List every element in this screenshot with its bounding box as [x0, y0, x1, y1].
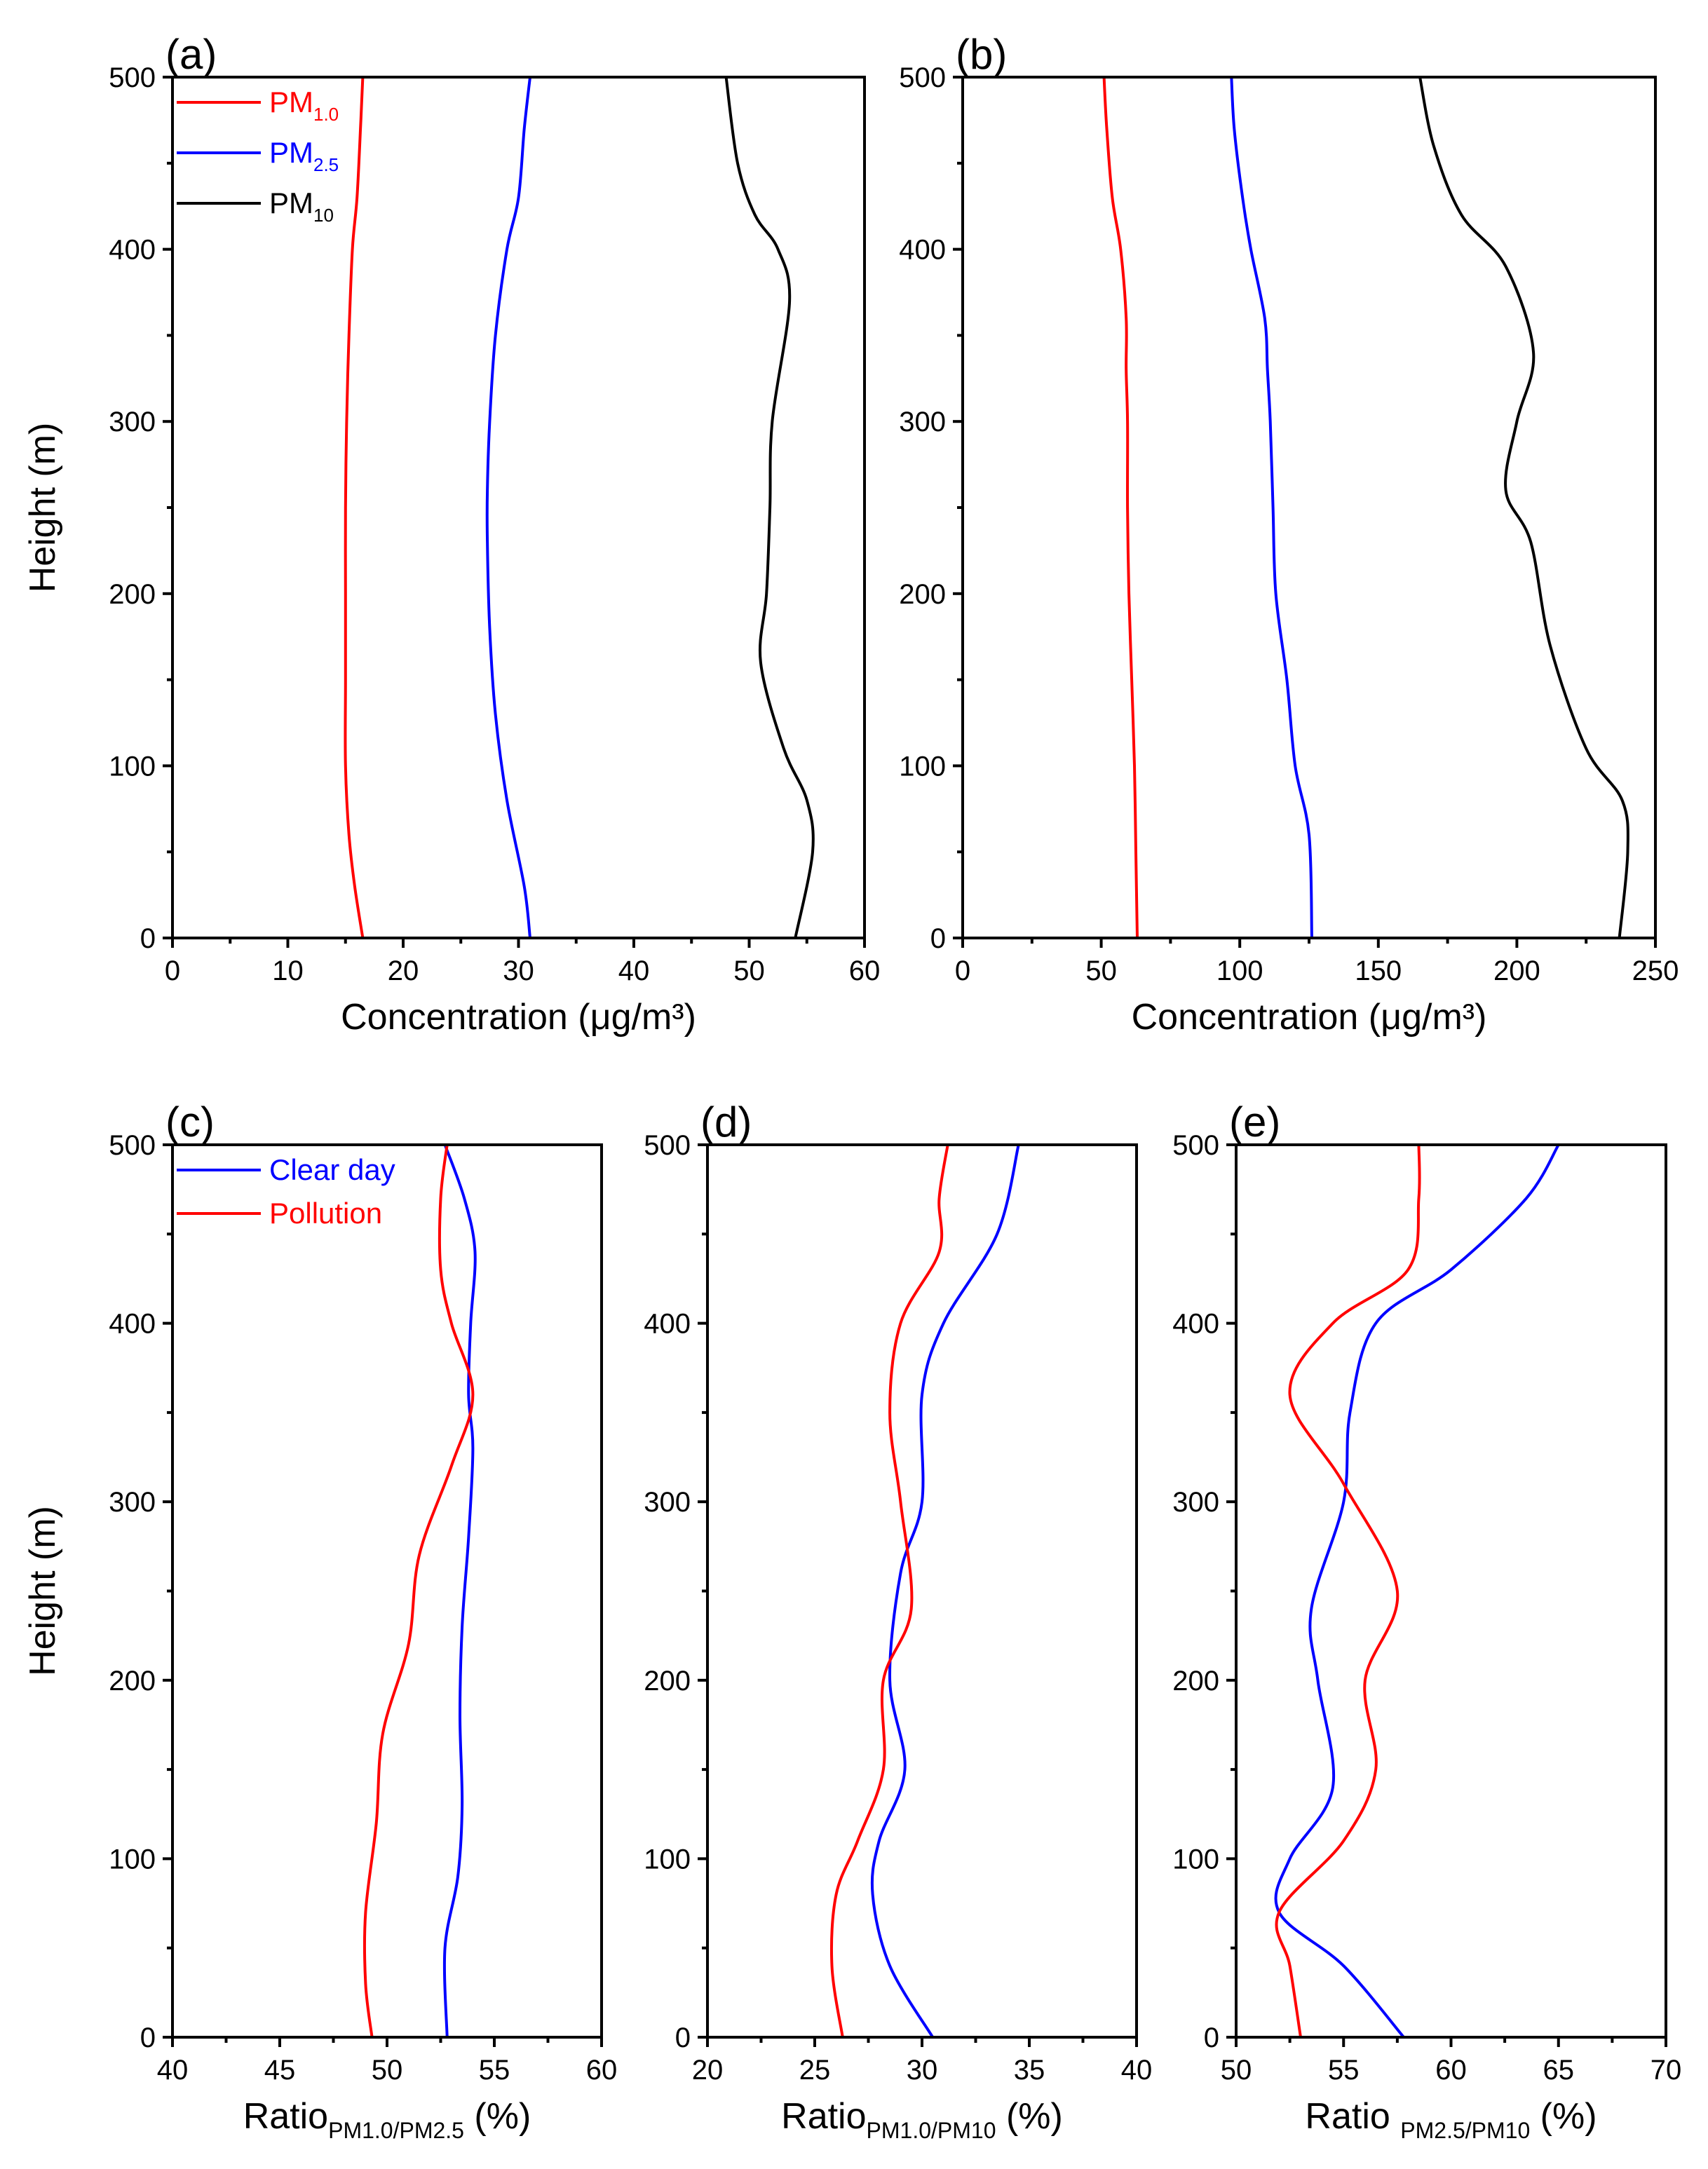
x-tick-label-c: 60 [586, 2055, 618, 2086]
legend-label-c-1: Pollution [269, 1197, 382, 1230]
x-tick-label-c: 40 [157, 2055, 189, 2086]
x-tick-label-b: 200 [1493, 956, 1540, 986]
x-tick-label-b: 100 [1216, 956, 1263, 986]
series-line-d-1 [829, 1143, 949, 2039]
series-line-c-1 [362, 1143, 475, 2039]
x-tick-label-b: 150 [1355, 956, 1402, 986]
legend-label-a-1: PM2.5 [269, 136, 339, 175]
y-tick-label-d: 100 [644, 1844, 691, 1875]
x-tick-label-e: 50 [1221, 2055, 1252, 2086]
panel-a: 0 10 20 30 40 50 60 0 100 200 300 400 500 (a) Concentr… [22, 31, 880, 1038]
legend-label-a-0: PM1.0 [269, 86, 339, 125]
x-tick-label-d: 35 [1014, 2055, 1045, 2086]
plot-frame-e [1235, 1143, 1667, 2039]
x-axis-label-b: Concentration (μg/m³) [1132, 997, 1487, 1038]
y-tick-label-b: 500 [899, 62, 946, 93]
x-tick-label-e: 65 [1543, 2055, 1575, 2086]
y-tick-label-c: 0 [140, 2022, 156, 2053]
x-axis-label-d: RatioPM1.0/PM10 (%) [781, 2096, 1063, 2143]
x-tick-label-c: 45 [264, 2055, 296, 2086]
y-tick-label-b: 200 [899, 579, 946, 610]
y-tick-label-e: 400 [1172, 1309, 1219, 1340]
x-tick-label-d: 40 [1121, 2055, 1153, 2086]
series-line-b-2 [1418, 76, 1629, 939]
x-tick-label-b: 250 [1632, 956, 1679, 986]
plot-frame-d [706, 1143, 1138, 2039]
panel-label-d: (d) [700, 1099, 752, 1145]
panel-label-e: (e) [1229, 1099, 1280, 1145]
x-tick-label-a: 10 [272, 956, 304, 986]
series-line-e-0 [1274, 1143, 1560, 2039]
y-axis-label-c: Height (m) [22, 1506, 63, 1676]
x-tick-label-d: 25 [799, 2055, 831, 2086]
plot-frame-b [961, 76, 1657, 939]
y-tick-label-b: 100 [899, 751, 946, 782]
y-tick-label-c: 200 [109, 1666, 156, 1697]
x-tick-label-e: 55 [1328, 2055, 1360, 2086]
y-tick-label-a: 100 [109, 751, 156, 782]
y-tick-label-d: 400 [644, 1309, 691, 1340]
panel-b: 0 50 100 150 200 250 0 100 200 300 400 500 (b) Concen… [899, 31, 1679, 1038]
y-axis-label-a: Height (m) [22, 423, 63, 593]
y-tick-label-d: 0 [675, 2022, 691, 2053]
x-tick-label-b: 0 [955, 956, 970, 986]
x-tick-label-d: 20 [692, 2055, 724, 2086]
x-axis-label-a: Concentration (μg/m³) [341, 997, 696, 1038]
x-axis-label-e: Ratio PM2.5/PM10 (%) [1305, 2096, 1597, 2143]
y-tick-label-e: 300 [1172, 1487, 1219, 1518]
y-tick-label-a: 400 [109, 235, 156, 266]
panel-label-a: (a) [165, 31, 217, 78]
series-line-c-0 [442, 1143, 477, 2039]
y-tick-label-a: 200 [109, 579, 156, 610]
series-line-a-2 [724, 76, 815, 939]
panel-c: 40 45 50 55 60 0 100 200 300 400 500 (c) RatioPM1.0/… [22, 1099, 617, 2143]
series-line-b-0 [1102, 76, 1139, 939]
x-tick-label-a: 20 [388, 956, 419, 986]
series-line-b-1 [1230, 76, 1313, 939]
y-tick-label-c: 500 [109, 1130, 156, 1161]
y-tick-label-d: 200 [644, 1666, 691, 1697]
x-tick-label-c: 50 [372, 2055, 403, 2086]
plot-frame-c [171, 1143, 603, 2039]
x-axis-label-c: RatioPM1.0/PM2.5 (%) [243, 2096, 531, 2143]
x-tick-label-a: 50 [733, 956, 765, 986]
x-tick-label-c: 55 [479, 2055, 510, 2086]
x-tick-label-a: 60 [849, 956, 881, 986]
panel-label-c: (c) [165, 1099, 215, 1145]
x-tick-label-d: 30 [907, 2055, 938, 2086]
y-tick-label-d: 300 [644, 1487, 691, 1518]
x-tick-label-a: 0 [165, 956, 180, 986]
series-line-a-1 [485, 76, 531, 939]
series-line-e-1 [1275, 1143, 1421, 2039]
y-tick-label-d: 500 [644, 1130, 691, 1161]
y-tick-label-b: 400 [899, 235, 946, 266]
y-tick-label-e: 100 [1172, 1844, 1219, 1875]
y-tick-label-a: 0 [140, 923, 156, 954]
y-tick-label-e: 0 [1204, 2022, 1219, 2053]
x-tick-label-b: 50 [1085, 956, 1117, 986]
y-tick-label-b: 0 [930, 923, 946, 954]
y-tick-label-b: 300 [899, 407, 946, 437]
panel-label-b: (b) [956, 31, 1007, 78]
y-tick-label-a: 500 [109, 62, 156, 93]
y-tick-label-e: 500 [1172, 1130, 1219, 1161]
y-tick-label-e: 200 [1172, 1666, 1219, 1697]
x-tick-label-e: 60 [1435, 2055, 1467, 2086]
panel-e: 50 55 60 65 70 0 100 200 300 400 500 (e) Ratio PM2.5… [1172, 1099, 1681, 2143]
x-tick-label-e: 70 [1651, 2055, 1682, 2086]
legend-label-c-0: Clear day [269, 1153, 395, 1186]
x-tick-label-a: 40 [618, 956, 650, 986]
y-tick-label-a: 300 [109, 407, 156, 437]
y-tick-label-c: 400 [109, 1309, 156, 1340]
series-line-d-0 [870, 1143, 1020, 2039]
series-line-a-0 [344, 76, 365, 939]
y-tick-label-c: 100 [109, 1844, 156, 1875]
y-tick-label-c: 300 [109, 1487, 156, 1518]
x-tick-label-a: 30 [503, 956, 534, 986]
legend-label-a-2: PM10 [269, 186, 334, 226]
